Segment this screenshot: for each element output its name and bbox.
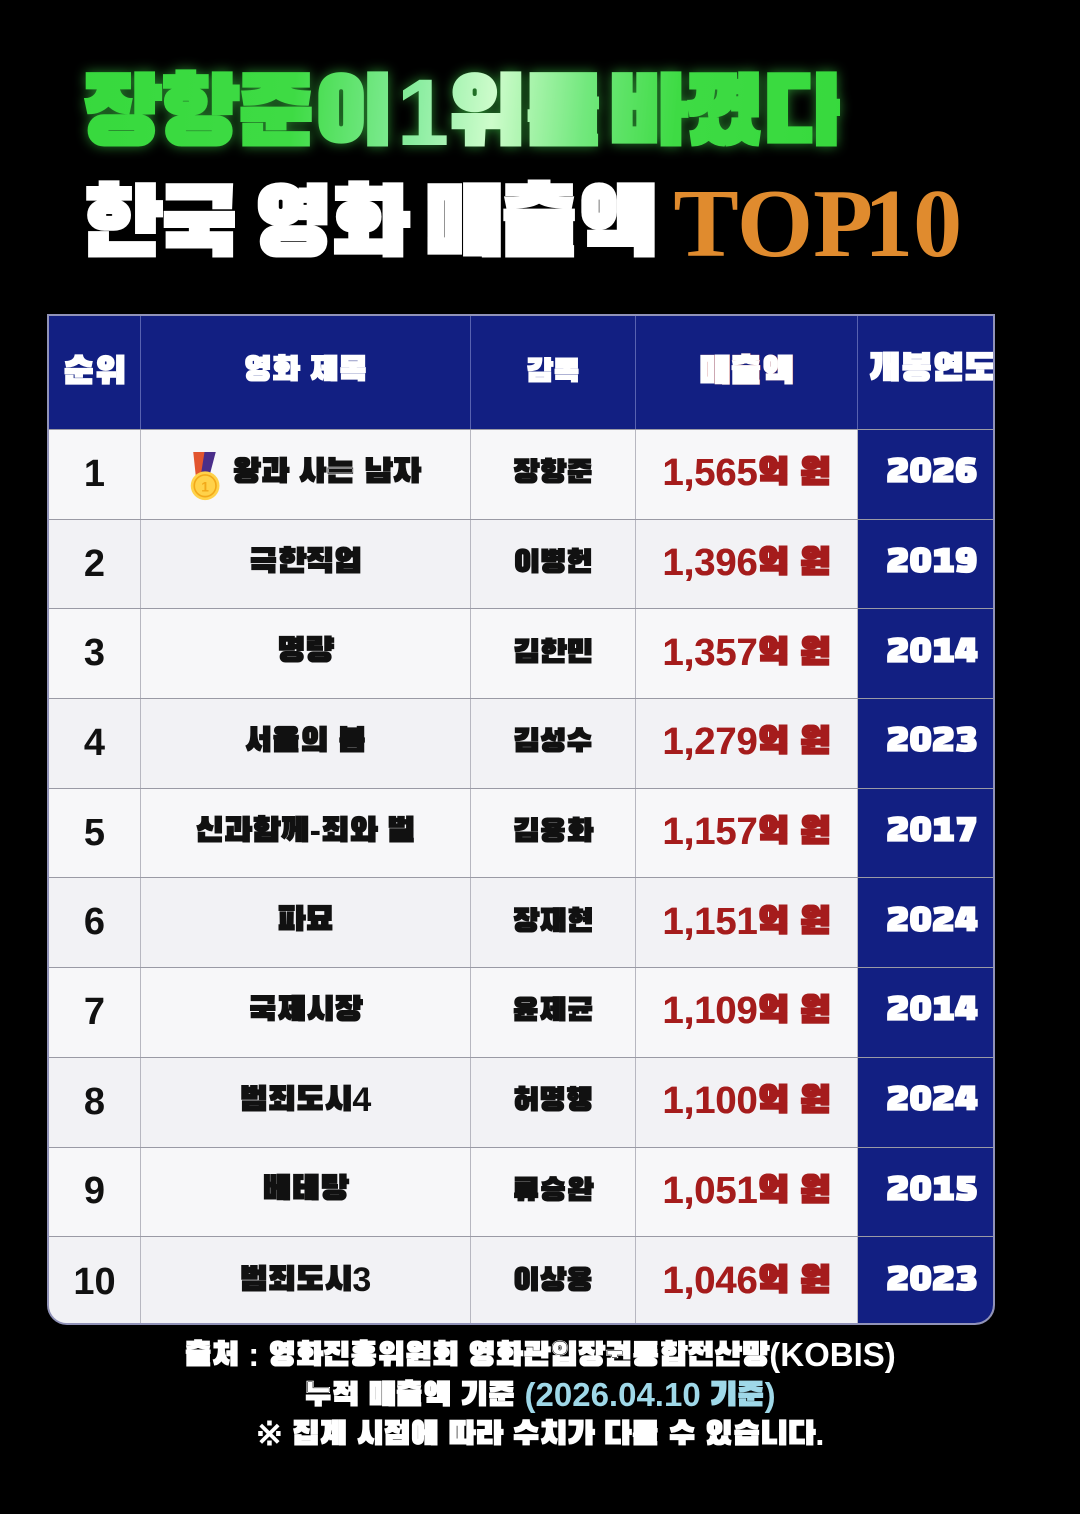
svg-text:1: 1	[201, 480, 209, 495]
